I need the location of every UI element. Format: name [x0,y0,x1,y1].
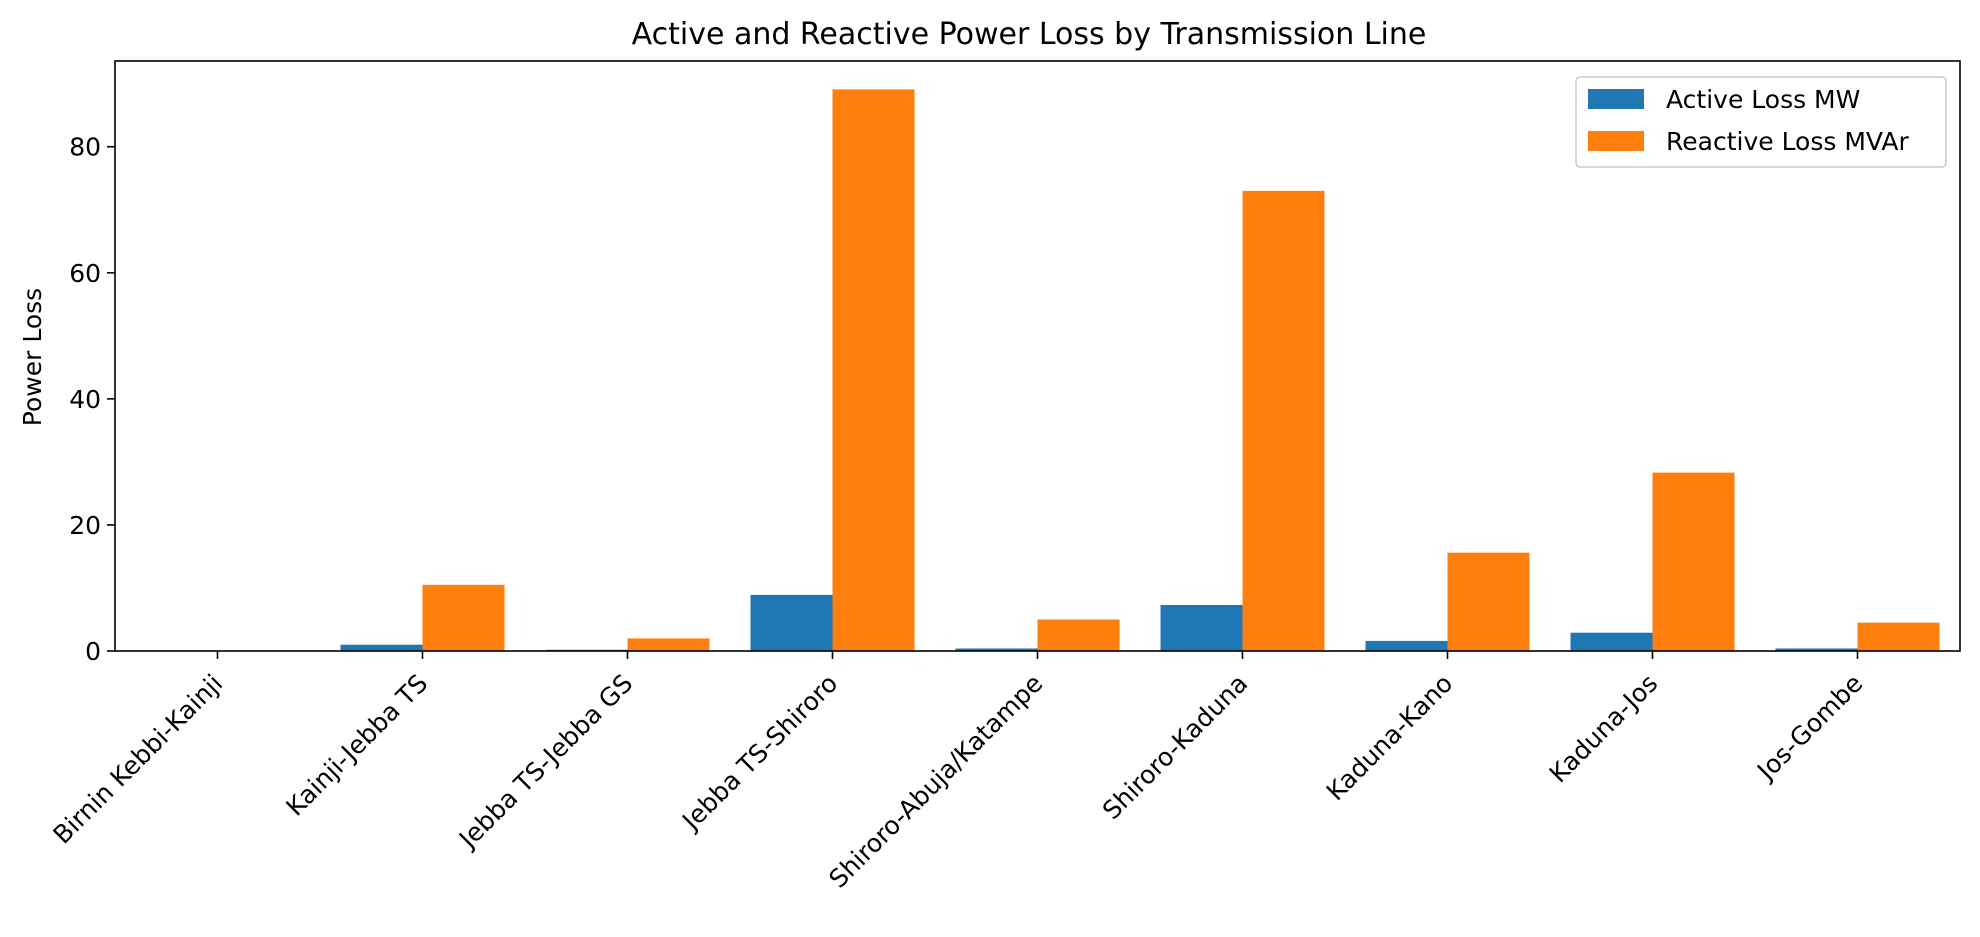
y-tick-label: 20 [69,511,101,540]
bar-active-loss [1160,604,1243,651]
bar-active-loss [340,644,423,651]
legend-label: Active Loss MW [1666,85,1860,114]
bar-reactive-loss [1242,190,1325,651]
x-tick-label: Jebba TS-Shiroro [675,669,843,837]
x-tick-label: Jos-Gombe [1750,669,1868,787]
x-tick-label: Birnin Kebbi-Kainji [48,669,229,850]
y-tick-label: 60 [69,259,101,288]
x-tick-label: Kaduna-Jos [1544,669,1664,789]
x-tick-label: Kainji-Jebba TS [280,669,433,822]
bar-active-loss [1775,648,1858,651]
x-tick-label: Jebba TS-Jebba GS [452,669,638,855]
plot-frame [114,60,1961,652]
bars [340,89,1940,652]
bar-active-loss [750,594,833,651]
legend-box [1575,76,1947,168]
bar-active-loss [955,648,1038,651]
legend-swatch [1588,131,1644,151]
bar-reactive-loss [1857,622,1940,651]
y-tick-label: 40 [69,385,101,414]
x-tick-label: Shiroro-Kaduna [1097,669,1254,826]
y-tick-label: 0 [85,637,101,666]
x-tick-label: Kaduna-Kano [1321,669,1459,807]
bar-reactive-loss [1652,472,1735,651]
chart-title: Active and Reactive Power Loss by Transm… [632,17,1427,52]
bar-reactive-loss [627,638,710,651]
legend: Active Loss MW Reactive Loss MVAr [1575,76,1947,168]
y-tick-label: 80 [69,133,101,162]
x-axis: Birnin Kebbi-Kainji Kainji-Jebba TS Jebba … [48,651,1868,894]
bar-reactive-loss [1037,619,1120,651]
bar-reactive-loss [1447,552,1530,651]
legend-label: Reactive Loss MVAr [1666,127,1910,156]
legend-swatch [1588,89,1644,109]
y-axis: 0 20 40 60 80 [69,133,115,666]
bar-reactive-loss [422,584,505,651]
bar-active-loss [1570,632,1653,651]
bar-reactive-loss [832,89,915,652]
bar-active-loss [1365,640,1448,651]
x-tick-label: Shiroro-Abuja/Katampe [823,669,1048,894]
y-axis-label: Power Loss [18,288,47,426]
